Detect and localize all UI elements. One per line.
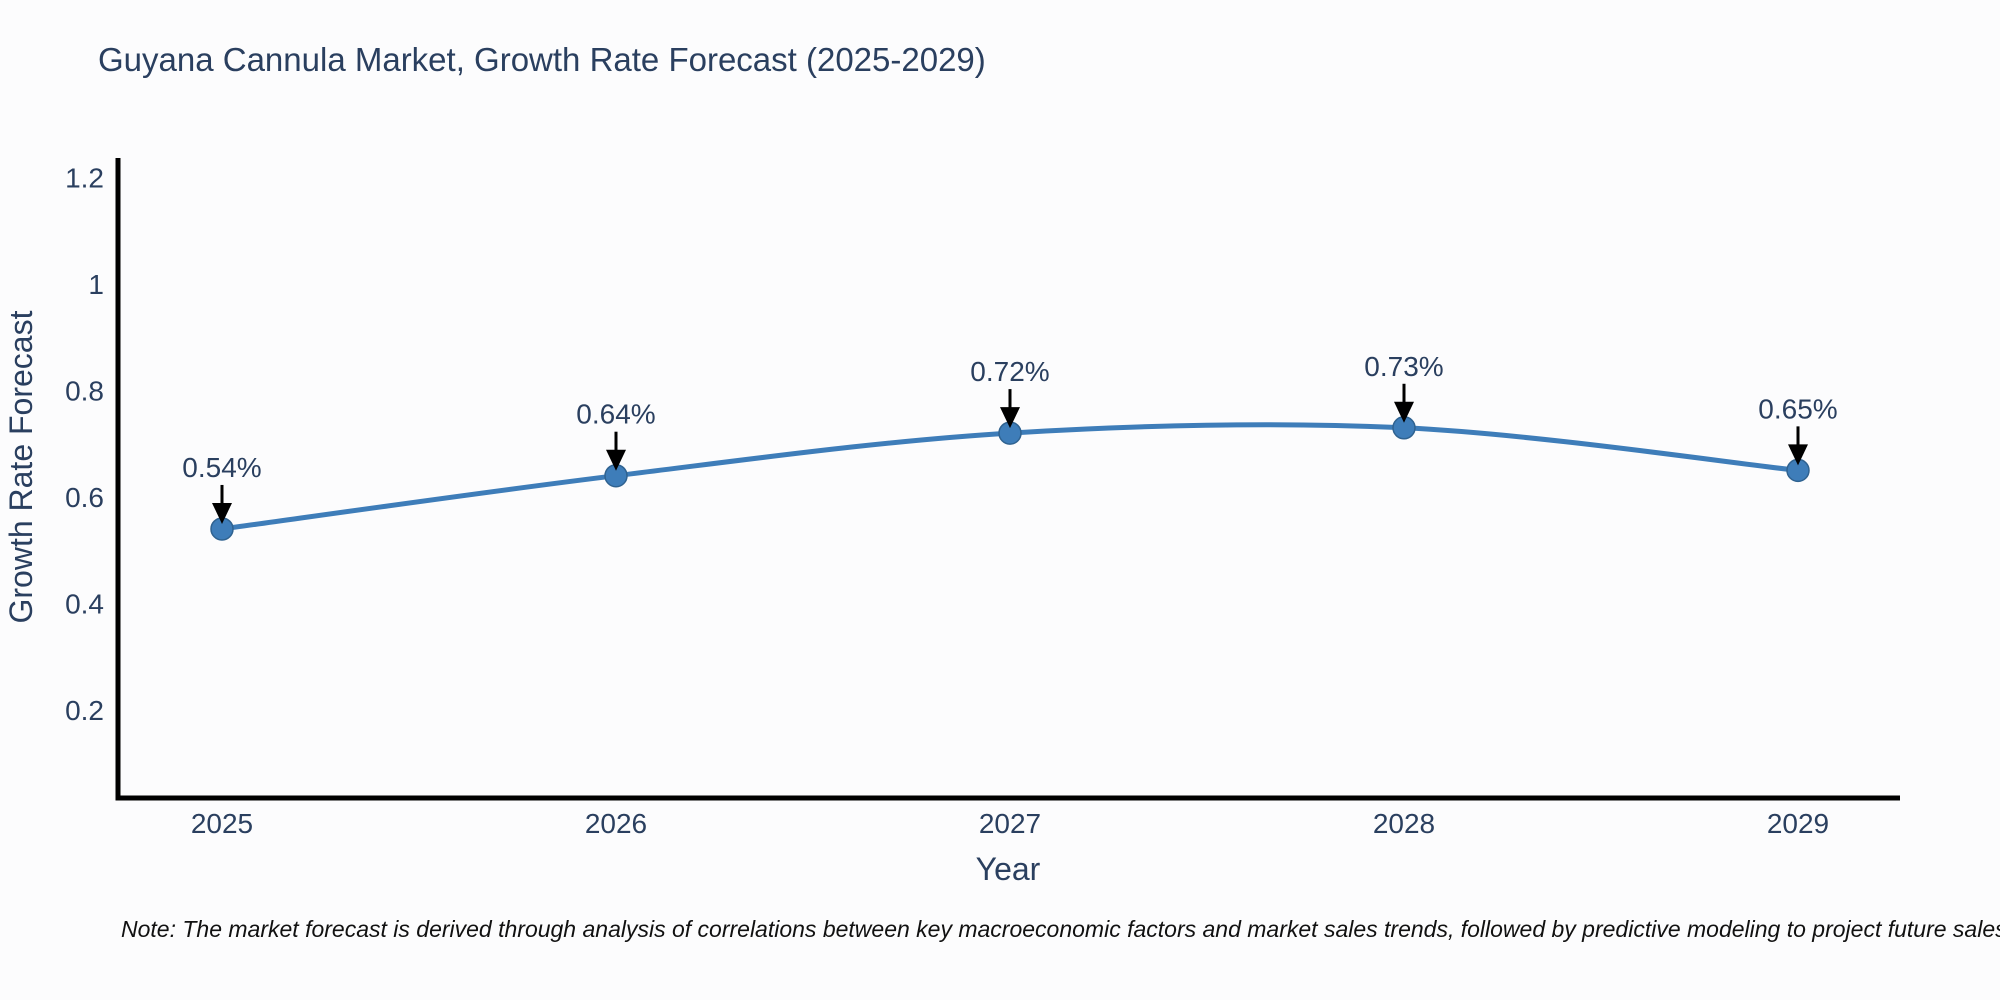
annotation-arrow-head-icon xyxy=(1788,444,1808,466)
y-axis-title: Growth Rate Forecast xyxy=(3,310,39,623)
annotation-arrow-head-icon xyxy=(606,449,626,471)
annotation-label: 0.54% xyxy=(182,452,261,483)
x-tick-label: 2027 xyxy=(979,808,1041,839)
x-tick-label: 2025 xyxy=(191,808,253,839)
y-tick-label: 0.4 xyxy=(65,589,104,620)
annotation-label: 0.64% xyxy=(576,399,655,430)
annotation-arrow-head-icon xyxy=(1000,407,1020,429)
annotation-arrow-head-icon xyxy=(1394,401,1414,423)
annotation-arrow-head-icon xyxy=(212,502,232,524)
y-tick-label: 1.2 xyxy=(65,163,104,194)
chart-footnote: Note: The market forecast is derived thr… xyxy=(121,916,2000,942)
y-tick-label: 1 xyxy=(88,269,104,300)
x-tick-label: 2026 xyxy=(585,808,647,839)
x-tick-label: 2028 xyxy=(1373,808,1435,839)
y-tick-label: 0.6 xyxy=(65,482,104,513)
annotation-label: 0.72% xyxy=(970,356,1049,387)
y-tick-label: 0.2 xyxy=(65,695,104,726)
x-tick-label: 2029 xyxy=(1767,808,1829,839)
annotation-label: 0.65% xyxy=(1758,393,1837,424)
chart-title: Guyana Cannula Market, Growth Rate Forec… xyxy=(98,41,986,78)
x-axis-title: Year xyxy=(976,851,1041,887)
y-tick-label: 0.8 xyxy=(65,376,104,407)
annotation-label: 0.73% xyxy=(1364,351,1443,382)
